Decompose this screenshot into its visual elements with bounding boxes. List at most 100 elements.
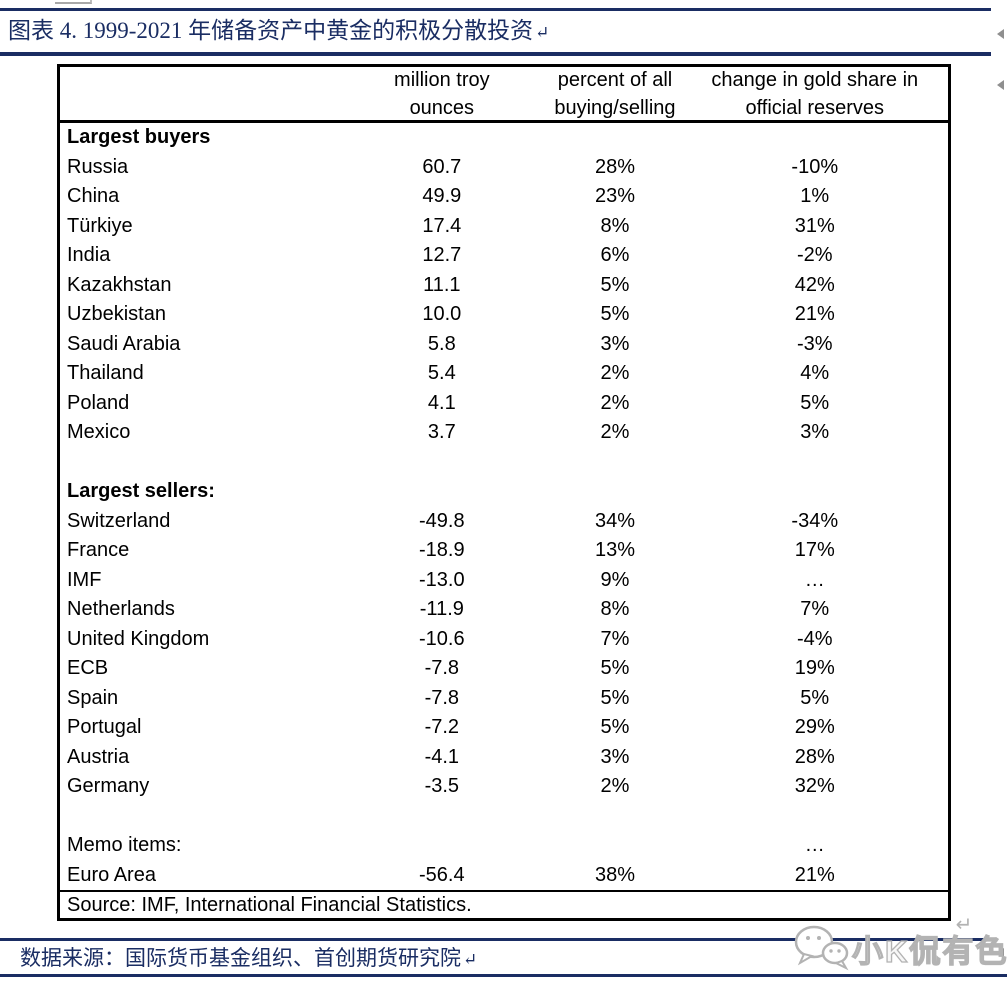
ounces-cell: -4.1: [424, 745, 460, 768]
table-row: Spain -7.8 5% 5%: [60, 684, 948, 714]
change-cell: 29%: [794, 716, 835, 738]
percent-cell: 2%: [600, 775, 630, 797]
percent-cell: 9%: [600, 568, 630, 591]
title-bottom-rule: [0, 52, 991, 56]
change-cell: 5%: [800, 391, 830, 414]
ounces-cell: [335, 123, 548, 153]
table-row: Austria -4.1 3% 28%: [60, 743, 948, 773]
ounces-cell: [335, 831, 548, 861]
data-source-line: 数据来源：国际货币基金组织、首创期货研究院 ↵: [20, 945, 477, 973]
edge-anchor-arrow-icon: [997, 948, 1004, 958]
title-top-rule: [0, 8, 991, 11]
change-cell: 28%: [794, 745, 835, 768]
percent-cell: 6%: [600, 244, 630, 266]
country-cell: United Kingdom: [67, 627, 210, 650]
change-cell: [682, 448, 948, 478]
change-cell: 21%: [794, 863, 835, 886]
figure-title: 图表 4. 1999-2021 年储备资产中黄金的积极分散投资 ↵: [8, 16, 549, 48]
watermark-return-icon: ↵: [955, 914, 973, 936]
blank-row: [60, 802, 948, 832]
change-cell: [682, 123, 948, 153]
cropped-element-fragment: [55, 0, 92, 4]
ounces-cell: 5.4: [427, 362, 456, 384]
data-source-text: 数据来源：国际货币基金组织、首创期货研究院: [20, 946, 461, 970]
country-cell: Euro Area: [67, 863, 156, 886]
country-cell: Switzerland: [67, 509, 171, 532]
table-row: United Kingdom -10.6 7% -4%: [60, 625, 948, 655]
change-cell: 31%: [794, 214, 835, 237]
country-cell: Saudi Arabia: [67, 332, 181, 355]
percent-cell: 38%: [594, 863, 635, 886]
watermark-text: 小K侃有色: [851, 933, 1007, 969]
table-row: Euro Area -56.4 38% 21%: [60, 861, 948, 891]
table-row: Uzbekistan 10.0 5% 21%: [60, 300, 948, 330]
change-cell: 4%: [800, 362, 830, 384]
table-row: India 12.7 6% -2%: [60, 241, 948, 271]
change-cell: -3%: [796, 332, 833, 355]
country-cell: IMF: [67, 568, 102, 591]
ounces-cell: -18.9: [419, 539, 465, 561]
change-cell: 17%: [794, 539, 835, 561]
ounces-cell: -10.6: [419, 627, 465, 650]
change-cell: 3%: [800, 421, 830, 443]
change-cell: 21%: [794, 303, 835, 325]
ounces-cell: 11.1: [423, 273, 461, 296]
percent-cell: 5%: [600, 303, 630, 325]
country-cell: Uzbekistan: [67, 303, 166, 325]
footer-top-rule: [0, 938, 991, 941]
edge-anchor-arrow-icon: [997, 80, 1004, 90]
change-cell: …: [804, 834, 825, 856]
edge-anchor-arrow-icon: [997, 29, 1004, 39]
table-row: Saudi Arabia 5.8 3% -3%: [60, 330, 948, 360]
paragraph-return-icon: ↵: [463, 950, 478, 969]
ounces-cell: [335, 802, 548, 832]
change-cell: 1%: [800, 185, 830, 207]
country-cell: Austria: [67, 745, 130, 768]
change-cell: …: [804, 568, 825, 591]
ounces-cell: -56.4: [419, 863, 465, 886]
gold-reserves-table: million troy ounces percent of all buyin…: [57, 64, 951, 921]
table-row: Memo items: …: [60, 831, 948, 861]
percent-cell: 2%: [600, 421, 630, 443]
table-row: Thailand 5.4 2% 4%: [60, 359, 948, 389]
change-cell: [682, 477, 948, 507]
table-row: France -18.9 13% 17%: [60, 536, 948, 566]
ounces-cell: 17.4: [422, 214, 462, 237]
header-million-troy-ounces: million troy ounces: [394, 68, 490, 119]
figure-title-text: 图表 4. 1999-2021 年储备资产中黄金的积极分散投资: [8, 18, 534, 43]
change-cell: 42%: [794, 273, 835, 296]
change-cell: 5%: [800, 686, 830, 709]
country-cell: Germany: [67, 775, 150, 797]
country-cell: Largest buyers: [67, 126, 211, 148]
country-cell: Largest sellers:: [67, 480, 215, 502]
table-header-row: million troy ounces percent of all buyin…: [60, 67, 948, 123]
table-row: China 49.9 23% 1%: [60, 182, 948, 212]
ounces-cell: 12.7: [422, 244, 462, 266]
blank-row: [60, 448, 948, 478]
percent-cell: [548, 477, 681, 507]
country-cell: Memo items:: [67, 834, 182, 856]
table-row: Germany -3.5 2% 32%: [60, 772, 948, 802]
change-cell: -34%: [791, 509, 839, 532]
ounces-cell: -7.8: [424, 657, 460, 679]
ounces-cell: [335, 448, 548, 478]
country-cell: Russia: [67, 155, 129, 178]
country-cell: Türkiye: [67, 214, 133, 237]
header-change-in-gold-share: change in gold share in official reserve…: [711, 68, 919, 119]
country-cell: Kazakhstan: [67, 273, 172, 296]
change-cell: 32%: [794, 775, 835, 797]
ounces-cell: -7.2: [424, 716, 460, 738]
ounces-cell: 49.9: [422, 185, 462, 207]
table-row: Türkiye 17.4 8% 31%: [60, 212, 948, 242]
country-cell: India: [67, 244, 111, 266]
change-cell: -4%: [796, 627, 833, 650]
percent-cell: 28%: [594, 155, 635, 178]
percent-cell: 13%: [594, 539, 635, 561]
ounces-cell: [335, 477, 548, 507]
table-row: Netherlands -11.9 8% 7%: [60, 595, 948, 625]
country-cell: France: [67, 539, 130, 561]
section-row: Largest sellers:: [60, 477, 948, 507]
ounces-cell: 10.0: [422, 303, 462, 325]
ounces-cell: 3.7: [427, 421, 456, 443]
